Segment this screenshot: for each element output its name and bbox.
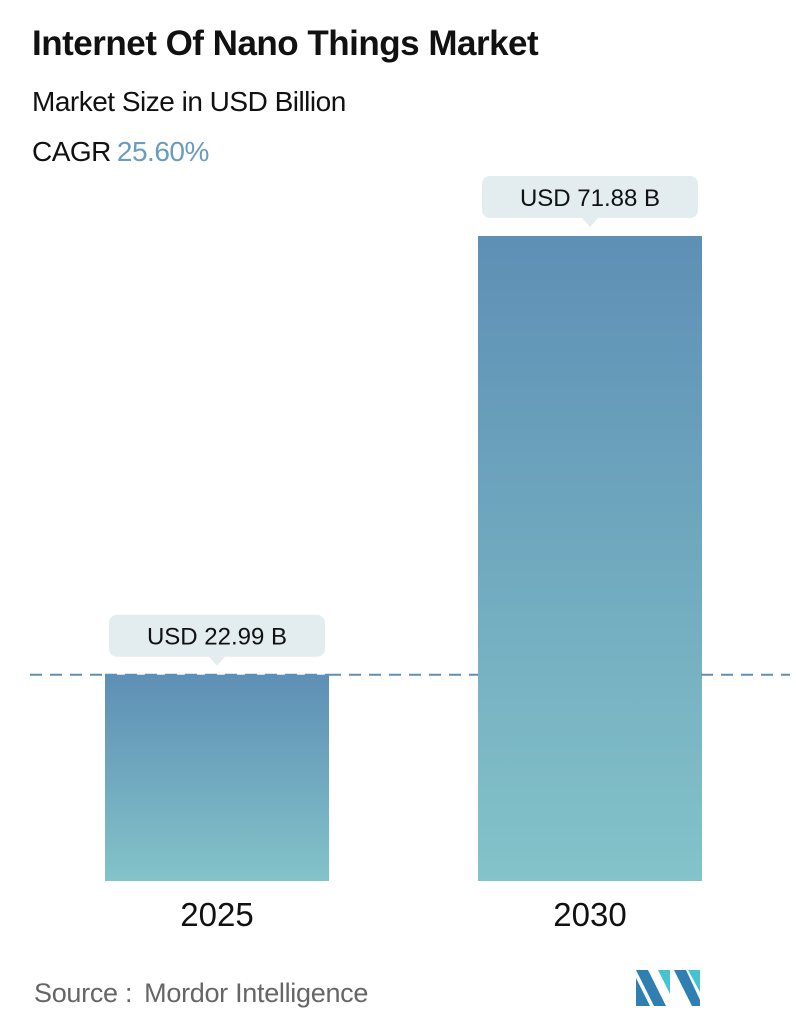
chart-title: Internet Of Nano Things Market bbox=[32, 24, 539, 63]
source-value: Mordor Intelligence bbox=[144, 978, 369, 1008]
cagr-label: CAGR bbox=[32, 136, 111, 167]
bar-2030 bbox=[478, 236, 702, 881]
cagr-value: 25.60% bbox=[116, 136, 209, 167]
bar-2025 bbox=[105, 674, 329, 881]
data-label: USD 22.99 B bbox=[147, 624, 287, 651]
data-label-box bbox=[482, 176, 698, 218]
x-tick-label: 2025 bbox=[180, 896, 253, 933]
data-label-pointer bbox=[582, 218, 598, 227]
cagr: CAGR 25.60% bbox=[32, 136, 209, 168]
data-label: USD 71.88 B bbox=[520, 185, 660, 212]
mordor-logo bbox=[636, 970, 700, 1006]
data-label-box bbox=[109, 614, 325, 657]
x-tick-label: 2030 bbox=[553, 896, 626, 933]
data-label-pointer bbox=[209, 656, 225, 666]
chart-subtitle: Market Size in USD Billion bbox=[32, 86, 346, 117]
source-label: Source : bbox=[34, 978, 133, 1008]
source: Source : Mordor Intelligence bbox=[34, 978, 368, 1009]
